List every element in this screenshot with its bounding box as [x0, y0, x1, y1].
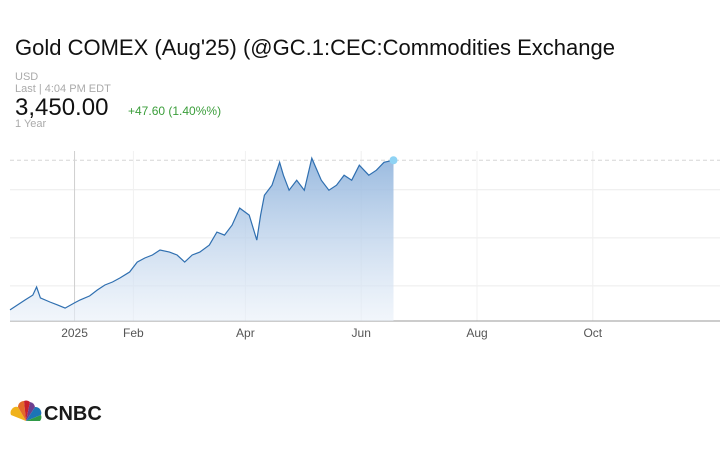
currency: USD: [15, 71, 38, 83]
price-line: [9, 156, 394, 311]
x-tick-label: 2025: [61, 326, 88, 340]
header: Gold COMEX (Aug'25) (@GC.1:CEC:Commoditi…: [15, 35, 615, 130]
x-tick-label: Aug: [466, 326, 487, 340]
last-updated: Last | 4:04 PM EDT: [15, 83, 111, 95]
x-tick-label: Apr: [236, 326, 255, 340]
title: Gold COMEX (Aug'25) (@GC.1:CEC:Commoditi…: [15, 35, 615, 60]
plot-area: 2025 Feb Apr Jun Aug Oct: [9, 151, 720, 340]
price: 3,450.00: [15, 94, 108, 121]
range: 1 Year: [15, 118, 47, 130]
x-tick-label: Oct: [583, 326, 602, 340]
area: [10, 158, 394, 321]
peacock-icon: [10, 400, 42, 421]
last-point: [389, 156, 398, 165]
logo: CNBC: [10, 400, 102, 425]
price-change: +47.60 (1.40%%): [128, 104, 221, 118]
x-tick-label: Jun: [352, 326, 371, 340]
logo-text: CNBC: [44, 403, 102, 425]
x-tick-label: Feb: [123, 326, 144, 340]
